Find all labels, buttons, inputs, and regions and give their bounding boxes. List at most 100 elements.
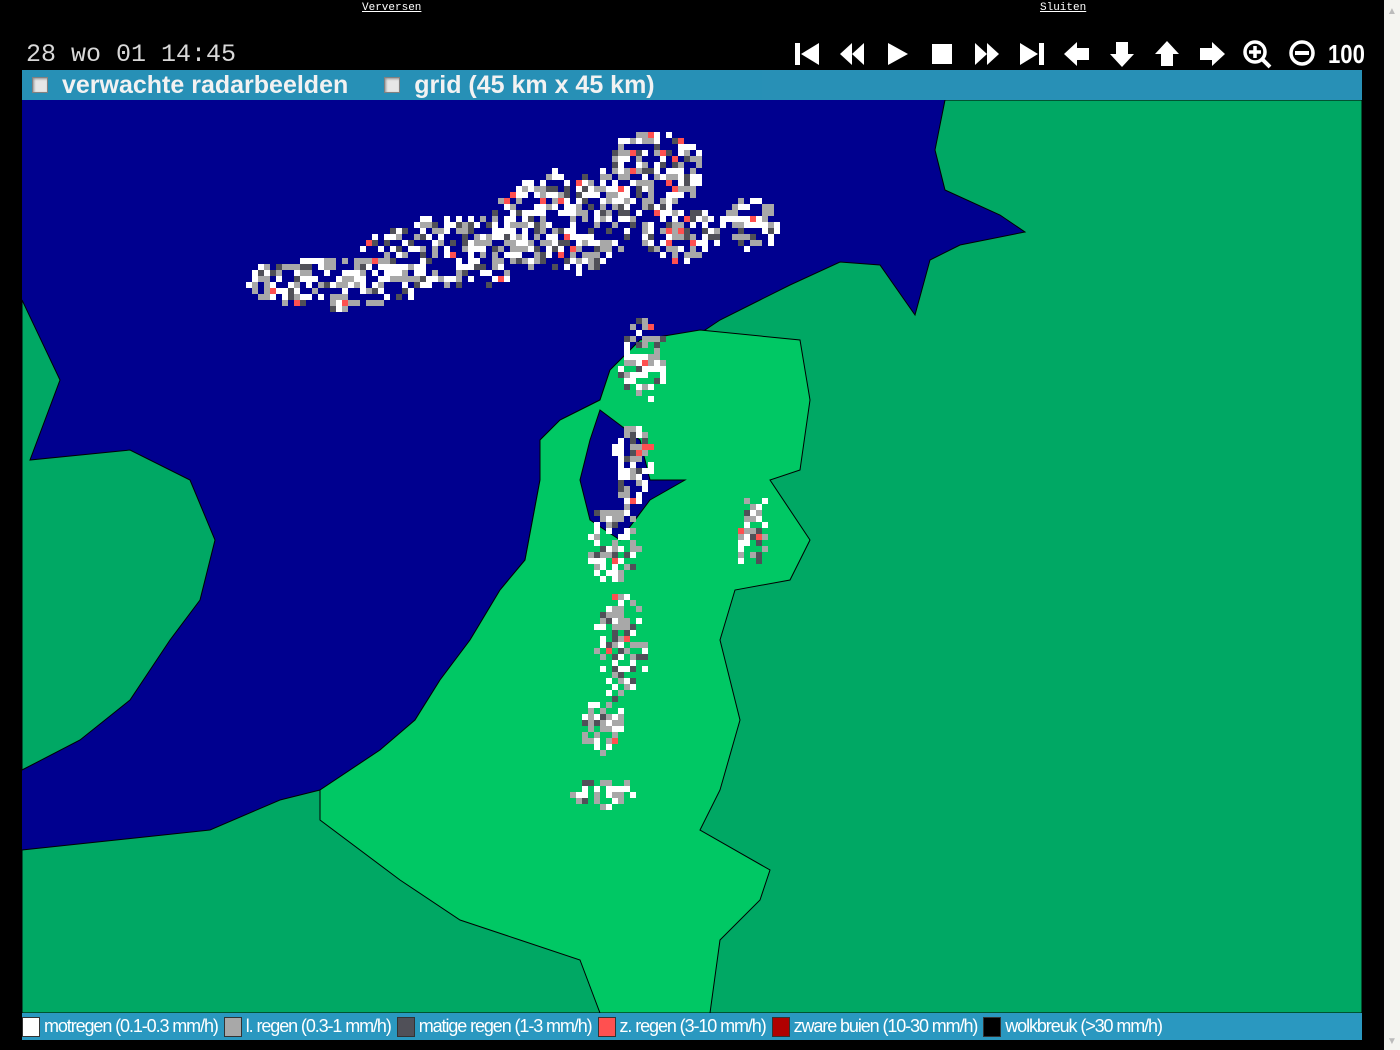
radar-cell [564, 198, 570, 204]
radar-cell [606, 240, 612, 246]
radar-cell [654, 174, 660, 180]
radar-cell [666, 192, 672, 198]
radar-cell [690, 234, 696, 240]
radar-cell [588, 186, 594, 192]
radar-cell [660, 210, 666, 216]
radar-cell [564, 186, 570, 192]
radar-cell [624, 384, 630, 390]
grid-toggle[interactable]: grid (45 km x 45 km) [384, 71, 655, 100]
radar-cell [594, 534, 600, 540]
radar-cell [594, 522, 600, 528]
radar-cell [600, 612, 606, 618]
radar-cell [426, 222, 432, 228]
pan-up-button[interactable] [1144, 38, 1189, 70]
radar-cell [564, 228, 570, 234]
radar-cell [582, 720, 588, 726]
radar-cell [444, 276, 450, 282]
radar-cell [624, 498, 630, 504]
radar-cell [486, 282, 492, 288]
radar-cell [618, 678, 624, 684]
play-button[interactable] [874, 38, 919, 70]
radar-cell [630, 546, 636, 552]
forecast-radar-checkbox[interactable] [32, 77, 48, 93]
radar-cell [660, 372, 666, 378]
step-back-button[interactable] [829, 38, 874, 70]
radar-cell [666, 204, 672, 210]
radar-cell [258, 264, 264, 270]
radar-cell [282, 294, 288, 300]
radar-cell [654, 138, 660, 144]
radar-map[interactable] [22, 100, 1362, 1013]
radar-cell [600, 174, 606, 180]
radar-cell [498, 276, 504, 282]
radar-cell [462, 222, 468, 228]
radar-cell [606, 186, 612, 192]
radar-cell [618, 636, 624, 642]
radar-cell [618, 576, 624, 582]
radar-cell [612, 156, 618, 162]
radar-cell [588, 228, 594, 234]
radar-cell [750, 240, 756, 246]
radar-cell [624, 636, 630, 642]
radar-cell [456, 264, 462, 270]
radar-cell [600, 714, 606, 720]
last-frame-button[interactable] [1009, 38, 1054, 70]
radar-cell [636, 450, 642, 456]
radar-cell [618, 516, 624, 522]
refresh-link[interactable]: Verversen [362, 2, 422, 14]
radar-cell [744, 204, 750, 210]
radar-cell [606, 522, 612, 528]
radar-cell [558, 174, 564, 180]
radar-cell [468, 276, 474, 282]
radar-cell [642, 438, 648, 444]
radar-cell [306, 270, 312, 276]
radar-cell [618, 510, 624, 516]
radar-cell [402, 228, 408, 234]
radar-cell [630, 654, 636, 660]
radar-cell [558, 198, 564, 204]
radar-cell [690, 216, 696, 222]
stop-button[interactable] [919, 38, 964, 70]
radar-cell [402, 240, 408, 246]
zoom-in-button[interactable] [1234, 38, 1279, 70]
pan-down-button[interactable] [1099, 38, 1144, 70]
radar-cell [720, 222, 726, 228]
radar-cell [624, 186, 630, 192]
radar-cell [384, 264, 390, 270]
forecast-radar-toggle[interactable]: verwachte radarbeelden [32, 71, 348, 100]
radar-cell [408, 246, 414, 252]
step-forward-button[interactable] [964, 38, 1009, 70]
radar-cell [660, 240, 666, 246]
radar-cell [522, 240, 528, 246]
radar-cell [642, 234, 648, 240]
radar-cell [576, 792, 582, 798]
radar-cell [750, 528, 756, 534]
radar-cell [324, 258, 330, 264]
radar-cell [636, 384, 642, 390]
radar-cell [678, 186, 684, 192]
zoom-out-button[interactable] [1279, 38, 1324, 70]
grid-checkbox[interactable] [384, 77, 401, 93]
radar-cell [606, 618, 612, 624]
radar-cell [486, 234, 492, 240]
radar-cell [684, 144, 690, 150]
radar-cell [612, 240, 618, 246]
radar-cell [576, 264, 582, 270]
radar-cell [762, 222, 768, 228]
pan-left-button[interactable] [1054, 38, 1099, 70]
radar-cell [582, 786, 588, 792]
radar-cell [558, 246, 564, 252]
close-link[interactable]: Sluiten [1040, 2, 1087, 14]
radar-cell [450, 252, 456, 258]
radar-cell [648, 186, 654, 192]
radar-cell [612, 714, 618, 720]
radar-cell [678, 150, 684, 156]
first-frame-button[interactable] [784, 38, 829, 70]
radar-cell [522, 246, 528, 252]
pan-right-button[interactable] [1189, 38, 1234, 70]
radar-cell [738, 198, 744, 204]
radar-cell [618, 156, 624, 162]
radar-cell [264, 288, 270, 294]
scrollbar[interactable]: ▲ ▼ [1384, 0, 1400, 1050]
radar-cell [630, 678, 636, 684]
